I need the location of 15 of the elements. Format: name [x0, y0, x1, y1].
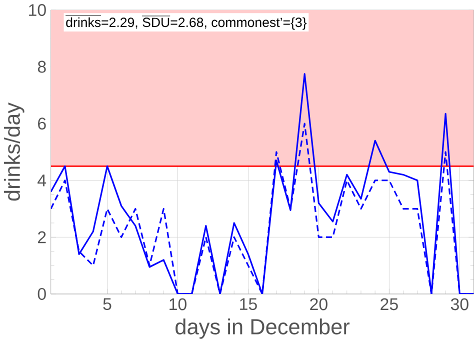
y-axis-title: drinks/day: [4, 102, 24, 201]
y-tick-label: 6: [38, 118, 46, 130]
x-tick-label: 10: [170, 298, 186, 310]
x-tick-label: 30: [450, 298, 468, 310]
y-tick-label: 4: [38, 174, 46, 186]
x-axis-title: days in December: [176, 318, 350, 339]
x-tick-label: 25: [380, 298, 398, 310]
y-tick-label: 0: [38, 288, 46, 300]
x-tick-label: 15: [240, 298, 257, 310]
y-tick-label: 8: [38, 60, 46, 73]
x-tick-label: 5: [103, 298, 112, 310]
y-tick-label: 10: [29, 4, 46, 16]
y-tick-label: 2: [38, 231, 46, 244]
annotation: $\overline{\hbox{drinks}}\hbox{=2.29, }\overline{\hbox{SDU}}\hbox{=2.68, commonest'=\{3\}}$: [66, 16, 307, 30]
x-tick-label: 20: [310, 298, 328, 310]
